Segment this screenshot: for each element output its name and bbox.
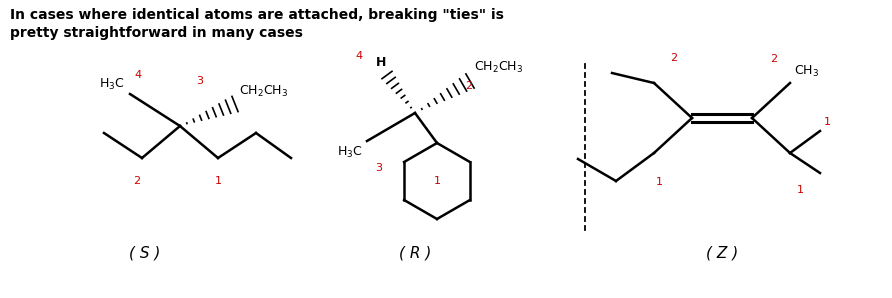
Text: 2: 2 xyxy=(771,54,778,64)
Text: ( R ): ( R ) xyxy=(399,245,431,260)
Text: CH$_3$: CH$_3$ xyxy=(794,64,819,79)
Text: 4: 4 xyxy=(135,70,142,80)
Text: 3: 3 xyxy=(196,76,203,86)
Text: CH$_2$CH$_3$: CH$_2$CH$_3$ xyxy=(474,60,524,75)
Text: H: H xyxy=(376,56,386,69)
Text: ( S ): ( S ) xyxy=(129,245,161,260)
Text: pretty straightforward in many cases: pretty straightforward in many cases xyxy=(10,26,303,40)
Text: 1: 1 xyxy=(656,177,663,187)
Text: 1: 1 xyxy=(797,185,804,195)
Text: 1: 1 xyxy=(214,176,221,186)
Text: 1: 1 xyxy=(824,117,831,127)
Text: 2: 2 xyxy=(671,53,678,63)
Text: 2: 2 xyxy=(465,81,472,91)
Text: H$_3$C: H$_3$C xyxy=(337,145,363,160)
Text: 2: 2 xyxy=(134,176,141,186)
Text: H$_3$C: H$_3$C xyxy=(99,77,125,92)
Text: In cases where identical atoms are attached, breaking "ties" is: In cases where identical atoms are attac… xyxy=(10,8,504,22)
Text: CH$_2$CH$_3$: CH$_2$CH$_3$ xyxy=(239,84,288,99)
Text: 3: 3 xyxy=(376,163,383,173)
Text: 1: 1 xyxy=(434,176,441,186)
Text: 4: 4 xyxy=(355,51,362,61)
Text: ( Z ): ( Z ) xyxy=(706,245,738,260)
